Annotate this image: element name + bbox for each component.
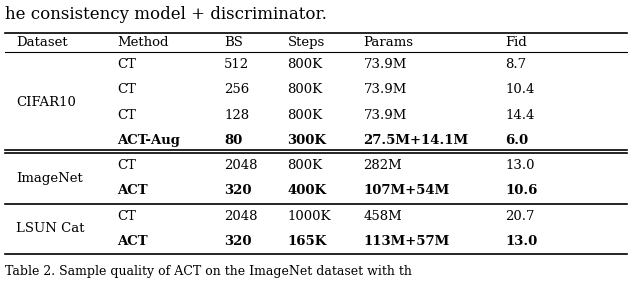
Text: 13.0: 13.0 xyxy=(506,235,538,248)
Text: 107M+54M: 107M+54M xyxy=(363,184,449,197)
Text: 800K: 800K xyxy=(288,58,323,71)
Text: BS: BS xyxy=(224,36,243,49)
Text: Fid: Fid xyxy=(506,36,527,49)
Text: 73.9M: 73.9M xyxy=(363,58,407,71)
Text: CT: CT xyxy=(117,84,136,96)
Text: 1000K: 1000K xyxy=(288,210,331,223)
Text: 300K: 300K xyxy=(288,134,327,147)
Text: CIFAR10: CIFAR10 xyxy=(16,96,76,109)
Text: CT: CT xyxy=(117,58,136,71)
Text: 800K: 800K xyxy=(288,109,323,122)
Text: 400K: 400K xyxy=(288,184,327,197)
Text: 73.9M: 73.9M xyxy=(363,109,407,122)
Text: ImageNet: ImageNet xyxy=(16,172,83,185)
Text: Method: Method xyxy=(117,36,168,49)
Text: 282M: 282M xyxy=(363,159,402,172)
Text: 800K: 800K xyxy=(288,159,323,172)
Text: 165K: 165K xyxy=(288,235,327,248)
Text: 20.7: 20.7 xyxy=(506,210,535,223)
Text: 10.4: 10.4 xyxy=(506,84,535,96)
Text: ACT-Aug: ACT-Aug xyxy=(117,134,179,147)
Text: 320: 320 xyxy=(224,184,252,197)
Text: he consistency model + discriminator.: he consistency model + discriminator. xyxy=(5,6,327,23)
Text: 8.7: 8.7 xyxy=(506,58,526,71)
Text: Table 2. Sample quality of ACT on the ImageNet dataset with th: Table 2. Sample quality of ACT on the Im… xyxy=(5,265,412,278)
Text: 13.0: 13.0 xyxy=(506,159,535,172)
Text: ACT: ACT xyxy=(117,235,147,248)
Text: Dataset: Dataset xyxy=(16,36,68,49)
Text: 320: 320 xyxy=(224,235,252,248)
Text: CT: CT xyxy=(117,109,136,122)
Text: 512: 512 xyxy=(224,58,250,71)
Text: CT: CT xyxy=(117,210,136,223)
Text: 10.6: 10.6 xyxy=(506,184,538,197)
Text: 256: 256 xyxy=(224,84,250,96)
Text: Steps: Steps xyxy=(288,36,325,49)
Text: 73.9M: 73.9M xyxy=(363,84,407,96)
Text: 80: 80 xyxy=(224,134,243,147)
Text: 2048: 2048 xyxy=(224,210,258,223)
Text: 113M+57M: 113M+57M xyxy=(363,235,449,248)
Text: 800K: 800K xyxy=(288,84,323,96)
Text: ACT: ACT xyxy=(117,184,147,197)
Text: 2048: 2048 xyxy=(224,159,258,172)
Text: 27.5M+14.1M: 27.5M+14.1M xyxy=(363,134,468,147)
Text: 14.4: 14.4 xyxy=(506,109,535,122)
Text: 458M: 458M xyxy=(363,210,402,223)
Text: LSUN Cat: LSUN Cat xyxy=(16,222,84,235)
Text: 128: 128 xyxy=(224,109,250,122)
Text: 6.0: 6.0 xyxy=(506,134,529,147)
Text: CT: CT xyxy=(117,159,136,172)
Text: Params: Params xyxy=(363,36,413,49)
